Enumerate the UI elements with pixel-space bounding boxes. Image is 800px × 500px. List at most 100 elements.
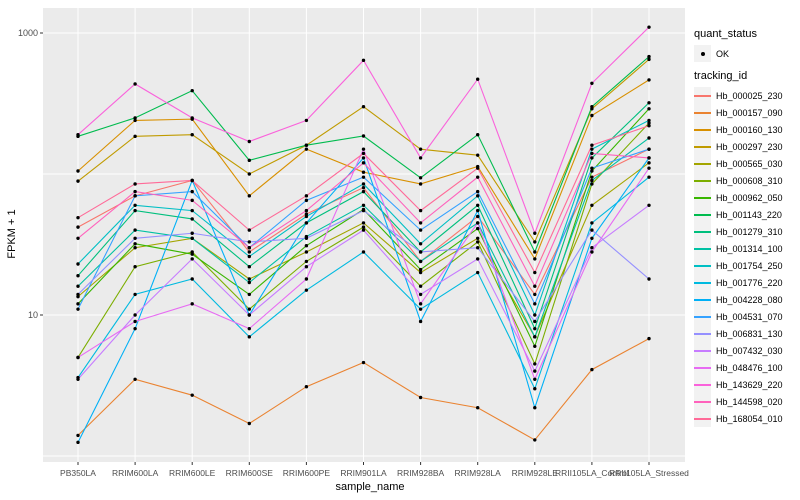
legend-label: Hb_000608_310 bbox=[716, 175, 783, 186]
data-point bbox=[533, 362, 537, 366]
data-point bbox=[533, 387, 537, 391]
x-tick-label: RRIM901LA bbox=[340, 468, 387, 478]
data-point bbox=[133, 134, 137, 139]
data-point bbox=[476, 175, 480, 179]
data-point bbox=[76, 215, 80, 220]
legend-item-Hb_000160_130: Hb_000160_130 bbox=[694, 121, 799, 138]
data-point bbox=[647, 54, 651, 59]
data-point bbox=[590, 236, 594, 240]
legend-key-quant bbox=[694, 45, 711, 62]
legend-key-line bbox=[694, 359, 711, 376]
data-point bbox=[133, 189, 137, 194]
data-point bbox=[247, 292, 251, 297]
data-point bbox=[190, 277, 194, 281]
legend-label: Hb_168054_010 bbox=[716, 413, 783, 424]
data-point bbox=[476, 214, 480, 219]
line-swatch-icon bbox=[694, 366, 711, 369]
data-point bbox=[418, 284, 423, 288]
data-point bbox=[361, 58, 366, 63]
data-point bbox=[533, 257, 537, 261]
data-point bbox=[133, 313, 137, 317]
legend-item-Hb_000297_230: Hb_000297_230 bbox=[694, 138, 799, 155]
data-point bbox=[133, 203, 137, 207]
data-point bbox=[476, 208, 480, 213]
data-point bbox=[76, 284, 80, 288]
legend-label: Hb_000160_130 bbox=[716, 124, 783, 135]
data-point bbox=[304, 214, 309, 219]
legend: quant_status OK tracking_id Hb_000025_23… bbox=[694, 28, 799, 427]
data-point bbox=[190, 302, 194, 306]
data-point bbox=[361, 175, 366, 179]
data-point bbox=[533, 377, 537, 381]
data-point bbox=[647, 107, 651, 111]
legend-key-line bbox=[694, 104, 711, 121]
data-point bbox=[133, 116, 137, 120]
data-point bbox=[76, 169, 80, 173]
data-point bbox=[361, 105, 366, 109]
data-point bbox=[590, 156, 594, 160]
data-point bbox=[418, 250, 423, 254]
data-point bbox=[247, 172, 251, 176]
legend-key-line bbox=[694, 240, 711, 257]
data-point bbox=[247, 228, 251, 232]
data-point bbox=[76, 132, 80, 137]
data-point bbox=[533, 326, 537, 331]
x-axis-title: sample_name bbox=[335, 481, 405, 493]
data-point bbox=[361, 156, 366, 160]
data-point bbox=[533, 369, 537, 373]
legend-key-line bbox=[694, 138, 711, 155]
data-point bbox=[418, 319, 423, 324]
data-point bbox=[304, 288, 309, 292]
plot-panel: 10 1000 PB350LA RRIM600LA RRIM600LE RRIM600SE… bbox=[18, 8, 689, 478]
data-point bbox=[361, 134, 366, 138]
data-point bbox=[133, 319, 137, 324]
x-tick-label: RRIM928LE bbox=[512, 468, 559, 478]
data-point bbox=[590, 113, 594, 118]
data-point bbox=[361, 185, 366, 190]
data-point bbox=[418, 302, 423, 306]
y-tick-label: 10 bbox=[28, 310, 38, 320]
data-point bbox=[590, 246, 594, 250]
data-point bbox=[76, 433, 80, 438]
x-tick-label: RRIM600PE bbox=[283, 468, 331, 478]
data-point bbox=[76, 377, 80, 381]
data-point bbox=[590, 182, 594, 186]
line-swatch-icon bbox=[694, 128, 711, 131]
data-point bbox=[190, 178, 194, 183]
data-point bbox=[533, 292, 537, 297]
data-point bbox=[533, 302, 537, 306]
x-tick-label: PB350LA bbox=[60, 468, 96, 478]
data-point bbox=[133, 194, 137, 198]
y-tick-label: 1000 bbox=[18, 28, 38, 38]
legend-item-Hb_001314_100: Hb_001314_100 bbox=[694, 240, 799, 257]
data-point bbox=[590, 203, 594, 207]
line-swatch-icon bbox=[694, 332, 711, 335]
line-swatch-icon bbox=[694, 298, 711, 301]
data-point bbox=[590, 228, 594, 232]
line-swatch-icon bbox=[694, 349, 711, 352]
legend-key-line bbox=[694, 155, 711, 172]
data-point bbox=[647, 118, 651, 123]
data-point bbox=[418, 221, 423, 225]
line-swatch-icon bbox=[694, 230, 711, 233]
data-point bbox=[247, 313, 251, 317]
data-point bbox=[533, 313, 537, 317]
data-point bbox=[304, 143, 309, 147]
data-point bbox=[133, 182, 137, 186]
legend-item-Hb_000025_230: Hb_000025_230 bbox=[694, 87, 799, 104]
data-point bbox=[133, 82, 137, 86]
data-point bbox=[304, 194, 309, 198]
data-point bbox=[361, 228, 366, 232]
data-point bbox=[76, 302, 80, 306]
data-point bbox=[476, 236, 480, 240]
data-point bbox=[76, 355, 80, 360]
data-point bbox=[590, 143, 594, 147]
data-point bbox=[647, 147, 651, 151]
data-point bbox=[76, 440, 80, 445]
data-point bbox=[476, 203, 480, 207]
line-swatch-icon bbox=[694, 315, 711, 318]
legend-item-Hb_144598_020: Hb_144598_020 bbox=[694, 393, 799, 410]
data-point bbox=[304, 212, 309, 216]
data-point bbox=[647, 57, 651, 62]
line-swatch-icon bbox=[694, 162, 711, 165]
